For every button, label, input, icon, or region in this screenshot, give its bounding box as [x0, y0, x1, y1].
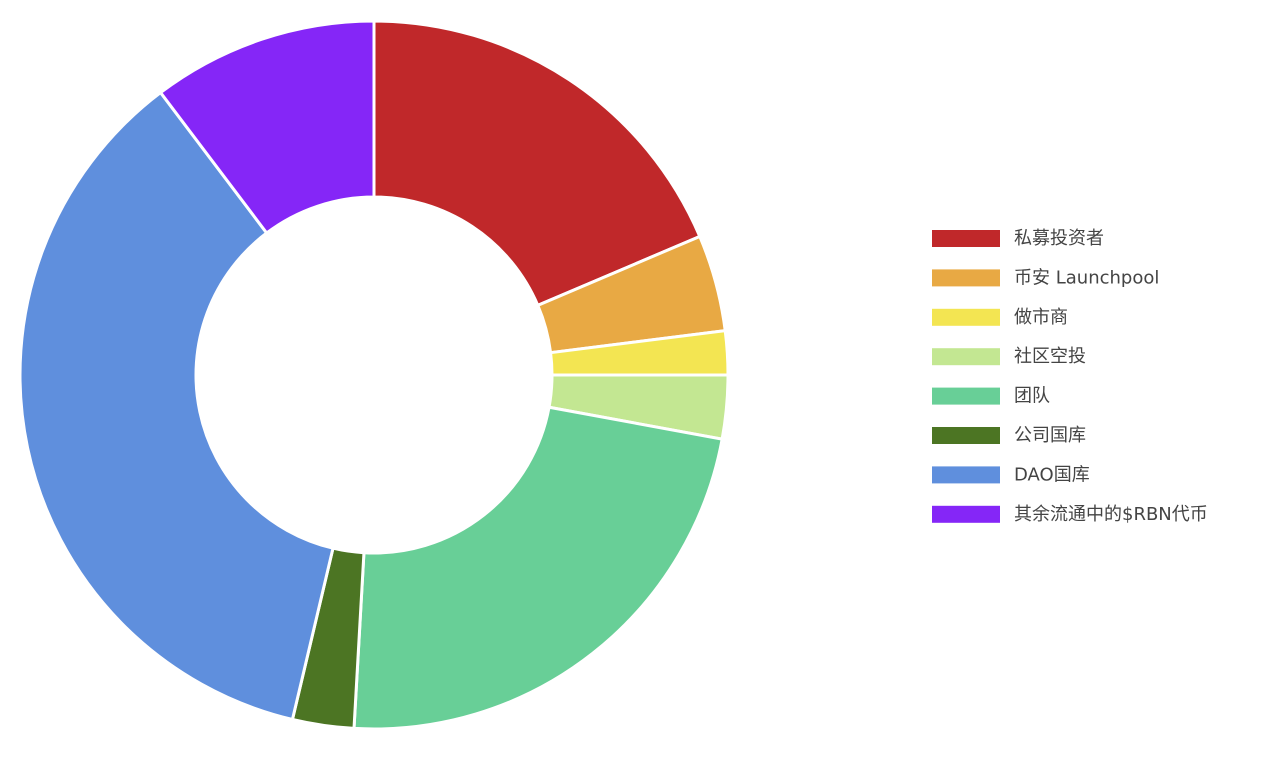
legend-label: 其余流通中的$RBN代币 [1014, 504, 1208, 525]
legend-swatch [932, 308, 1000, 326]
legend-label: DAO国库 [1014, 464, 1090, 485]
legend-swatch [932, 348, 1000, 366]
legend-swatch [932, 466, 1000, 484]
legend-label: 社区空投 [1014, 346, 1086, 367]
legend-swatch [932, 427, 1000, 444]
legend-swatch [932, 269, 1000, 287]
legend-label: 私募投资者 [1014, 228, 1104, 249]
legend-label: 团队 [1014, 386, 1050, 407]
donut-slice [158, 19, 376, 236]
legend-label: 公司国库 [1014, 425, 1086, 446]
legend-swatch [932, 387, 1000, 405]
donut-slice [352, 405, 724, 731]
donut-slice [18, 90, 335, 722]
legend-label: 做市商 [1014, 307, 1068, 328]
legend-swatch [932, 230, 1000, 247]
legend-swatch [932, 505, 1000, 523]
legend-label: 币安 Launchpool [1014, 267, 1159, 288]
donut-slice [372, 19, 702, 308]
